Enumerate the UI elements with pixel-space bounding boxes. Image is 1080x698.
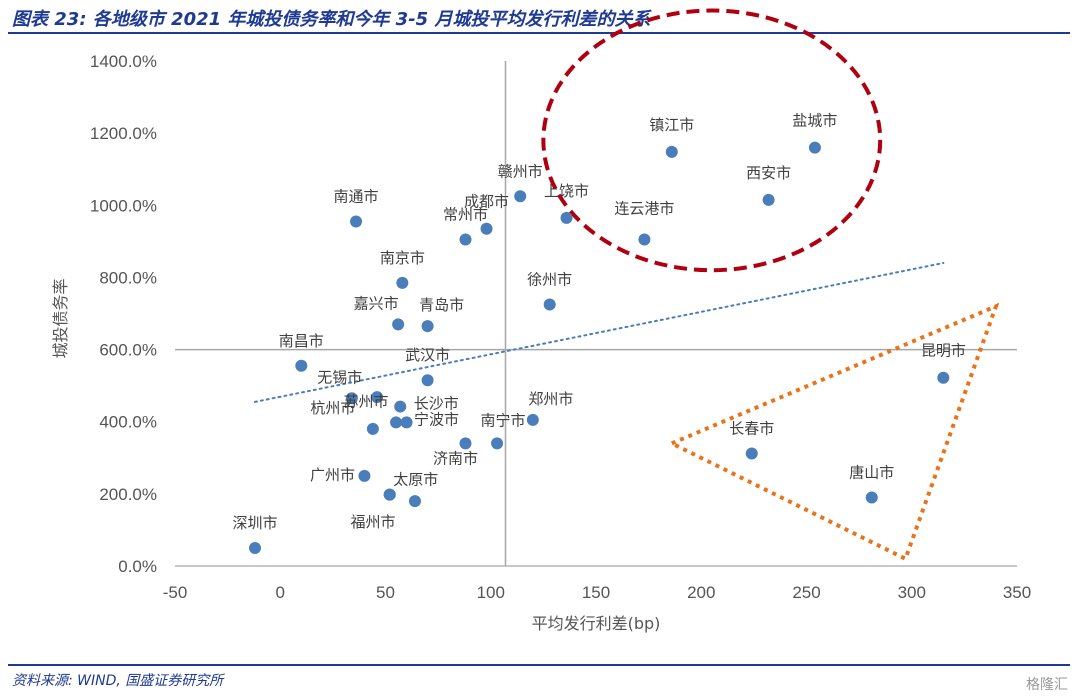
data-point [392, 318, 405, 331]
data-point [638, 233, 651, 246]
x-tick-label: 350 [1003, 583, 1031, 602]
point-label: 武汉市 [405, 346, 450, 364]
x-tick-label: 100 [477, 583, 505, 602]
y-tick-label: 1400.0% [90, 52, 157, 71]
data-point [408, 495, 421, 508]
point-label: 深圳市 [232, 514, 277, 532]
data-point [345, 392, 358, 405]
point-label: 盐城市 [792, 112, 837, 130]
point-label: 嘉兴市 [354, 294, 399, 312]
point-label: 太原市 [393, 471, 438, 489]
point-label: 镇江市 [649, 116, 694, 134]
data-point [745, 447, 758, 460]
y-tick-label: 200.0% [99, 485, 157, 504]
point-label: 唐山市 [849, 463, 894, 481]
highlight-ellipse [541, 8, 883, 273]
point-label: 宁波市 [414, 410, 459, 428]
header-divider [8, 32, 1070, 34]
point-label: 徐州市 [527, 270, 572, 288]
point-label: 青岛市 [419, 296, 464, 314]
x-tick-label: 0 [276, 583, 285, 602]
data-point [371, 391, 384, 404]
point-label: 长春市 [729, 419, 774, 437]
y-axis-title: 城投债务率 [51, 278, 70, 358]
point-label: 南京市 [380, 249, 425, 267]
x-tick-label: -50 [163, 583, 188, 602]
y-tick-label: 0.0% [118, 557, 157, 576]
data-point [459, 437, 472, 450]
x-tick-label: 250 [792, 583, 820, 602]
data-point [383, 488, 396, 501]
point-label: 长沙市 [414, 395, 459, 413]
watermark: 格隆汇 [1026, 677, 1068, 693]
data-point [514, 190, 527, 203]
data-point [400, 416, 413, 429]
y-tick-label: 600.0% [99, 341, 157, 360]
y-tick-label: 400.0% [99, 413, 157, 432]
point-label: 福州市 [350, 513, 395, 531]
source-note: 资料来源: WIND, 国盛证券研究所 [12, 673, 224, 689]
data-point [366, 422, 379, 435]
point-label: 南通市 [334, 188, 379, 206]
y-tick-label: 1200.0% [90, 124, 157, 143]
x-axis-title: 平均发行利差(bp) [532, 614, 661, 633]
point-label: 常州市 [443, 206, 488, 224]
data-point [390, 416, 403, 429]
x-tick-label: 200 [687, 583, 715, 602]
point-label: 广州市 [310, 466, 355, 484]
data-point [665, 145, 678, 158]
chart-title: 图表 23: 各地级市 2021 年城投债务率和今年 3-5 月城投平均发行利差… [12, 9, 651, 30]
point-label: 成都市 [464, 193, 509, 211]
point-label: 杭州市 [310, 399, 355, 417]
point-label: 南昌市 [279, 332, 324, 350]
point-label: 南宁市 [481, 411, 526, 429]
data-point [358, 469, 371, 482]
chart-header: 图表 23: 各地级市 2021 年城投债务率和今年 3-5 月城投平均发行利差… [0, 0, 1080, 34]
data-point [421, 320, 434, 333]
point-label: 赣州市 [498, 162, 543, 180]
point-label: 济南市 [433, 449, 478, 467]
footer-divider [8, 664, 1070, 666]
data-point [421, 374, 434, 387]
y-tick-label: 1000.0% [90, 196, 157, 215]
point-label: 西安市 [746, 164, 791, 182]
data-point [480, 222, 493, 235]
data-point [560, 211, 573, 224]
highlight-triangle [666, 302, 1000, 562]
point-label: 无锡市 [317, 368, 362, 386]
data-point [526, 413, 539, 426]
data-point [394, 400, 407, 413]
data-point [937, 371, 950, 384]
data-point [808, 141, 821, 154]
data-point [350, 215, 363, 228]
point-label: 上饶市 [544, 182, 589, 200]
data-point [543, 298, 556, 311]
x-tick-label: 150 [582, 583, 610, 602]
x-tick-label: 50 [376, 583, 395, 602]
point-label: 郑州市 [528, 390, 573, 408]
data-point [459, 233, 472, 246]
data-point [295, 359, 308, 372]
x-tick-label: 300 [898, 583, 926, 602]
data-point [491, 437, 504, 450]
point-label: 昆明市 [921, 342, 966, 360]
data-point [762, 193, 775, 206]
point-label: 连云港市 [614, 200, 674, 218]
point-label: 苏州市 [344, 392, 389, 410]
y-tick-label: 800.0% [99, 268, 157, 287]
data-point [396, 276, 409, 289]
data-point [865, 491, 878, 504]
data-point [248, 541, 261, 554]
